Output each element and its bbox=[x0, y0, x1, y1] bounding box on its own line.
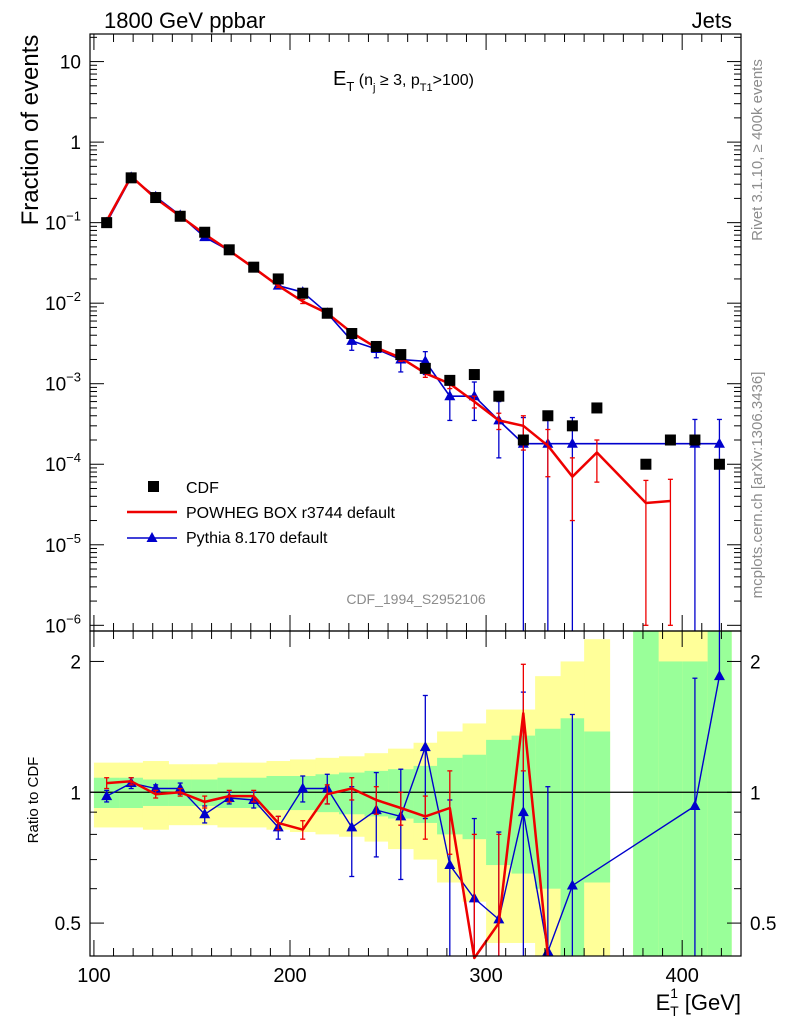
ratio-ytick-label: 0.5 bbox=[55, 914, 81, 935]
main-pythia-point bbox=[444, 390, 456, 401]
xaxis-title: E1 T [GeV] bbox=[656, 985, 741, 1019]
main-pythia-point bbox=[346, 334, 358, 345]
cdf-point bbox=[297, 287, 309, 299]
band-inner-bin bbox=[584, 731, 611, 883]
legend: CDF POWHEG BOX r3744 default Pythia 8.17… bbox=[127, 480, 396, 547]
main-pythia-point bbox=[713, 437, 725, 448]
ratio-pythia-point bbox=[713, 670, 725, 681]
ratio-ylabel: Ratio to CDF bbox=[25, 757, 42, 844]
xaxis: 100 200 300 400 bbox=[77, 34, 742, 987]
main-powheg-line bbox=[105, 175, 671, 505]
mcplots-label: mcplots.cern.ch [arXiv:1306.3436] bbox=[749, 372, 766, 599]
main-yaxis: 10 1 10−1 10−2 10−3 10−4 10−5 10−6 bbox=[45, 36, 741, 637]
main-pythia-series bbox=[101, 171, 725, 631]
ratio-powheg-line bbox=[106, 711, 550, 960]
ratio-pythia-point bbox=[150, 782, 162, 793]
main-ytick-label: 10−5 bbox=[45, 531, 81, 557]
main-ytick-label: 10−2 bbox=[45, 289, 81, 315]
ratio-ytick-label-right: 0.5 bbox=[750, 914, 776, 935]
ratio-pythia-point bbox=[566, 879, 578, 890]
ratio-powheg-series bbox=[104, 663, 550, 960]
cdf-point bbox=[101, 217, 113, 229]
ratio-ytick-label: 1 bbox=[70, 783, 81, 804]
main-plot-title: ET (nj ≥ 3, pT1>100) bbox=[333, 68, 474, 94]
analysis-id-label: CDF_1994_S2952106 bbox=[346, 591, 486, 607]
legend-cdf-label: CDF bbox=[186, 480, 219, 497]
rivet-version-label: Rivet 3.1.10, ≥ 400k events bbox=[749, 59, 766, 241]
main-ytick-label: 10−4 bbox=[45, 450, 81, 476]
ratio-plot-frame bbox=[89, 630, 742, 957]
cdf-point bbox=[640, 458, 652, 470]
ratio-pythia-point bbox=[517, 806, 529, 817]
ratio-pythia-point bbox=[199, 808, 211, 819]
ratio-pythia-point bbox=[101, 790, 113, 801]
main-pythia-line bbox=[105, 176, 720, 445]
ratio-pythia-point bbox=[346, 821, 358, 832]
band-inner-bin bbox=[266, 775, 291, 811]
cdf-point bbox=[223, 244, 235, 256]
xtick-label: 400 bbox=[665, 965, 698, 987]
ratio-ytick-label: 2 bbox=[70, 652, 81, 673]
ratio-pythia-point bbox=[419, 741, 431, 752]
ratio-pythia-point bbox=[297, 782, 309, 793]
cdf-point bbox=[542, 410, 554, 422]
cdf-point bbox=[346, 328, 358, 340]
cdf-point bbox=[150, 192, 162, 204]
ratio-pythia-point bbox=[689, 799, 701, 810]
band-inner-bin bbox=[633, 631, 660, 956]
cdf-point bbox=[419, 362, 431, 374]
main-powheg-series bbox=[104, 175, 673, 626]
cdf-point bbox=[689, 434, 701, 446]
main-ylabel: Fraction of events bbox=[17, 35, 44, 226]
main-cdf-series bbox=[101, 172, 725, 470]
main-ytick-label: 10 bbox=[60, 53, 81, 74]
cdf-point bbox=[272, 273, 284, 285]
xtick-label: 300 bbox=[469, 965, 502, 987]
legend-pythia-marker bbox=[146, 532, 158, 542]
main-pythia-point bbox=[419, 355, 431, 366]
energy-label: 1800 GeV ppbar bbox=[104, 8, 265, 33]
cdf-point bbox=[468, 369, 480, 381]
main-ytick-label: 10−6 bbox=[45, 611, 81, 637]
cdf-point bbox=[517, 434, 529, 446]
main-ytick-label: 10−3 bbox=[45, 370, 81, 396]
band-inner-bin bbox=[658, 661, 683, 956]
xtick-label: 100 bbox=[77, 965, 110, 987]
main-pythia-point bbox=[468, 390, 480, 401]
cdf-point bbox=[321, 307, 333, 319]
cdf-point bbox=[370, 340, 382, 352]
ratio-uncertainty-bands bbox=[93, 631, 732, 956]
main-ytick-label: 1 bbox=[70, 133, 81, 154]
cdf-point bbox=[125, 172, 137, 184]
cdf-point bbox=[174, 210, 186, 222]
ratio-ytick-label-right: 2 bbox=[750, 652, 761, 673]
xtick-label: 200 bbox=[273, 965, 306, 987]
cdf-point bbox=[493, 390, 505, 402]
cdf-point bbox=[395, 349, 407, 361]
ratio-pythia-point bbox=[444, 859, 456, 870]
cdf-point bbox=[566, 420, 578, 432]
band-inner-bin bbox=[707, 631, 732, 956]
ratio-pythia-line bbox=[106, 676, 721, 953]
cdf-point bbox=[199, 226, 211, 238]
jets-label: Jets bbox=[692, 8, 732, 33]
legend-powheg-label: POWHEG BOX r3744 default bbox=[186, 505, 396, 522]
ratio-ytick-label-right: 1 bbox=[750, 783, 761, 804]
cdf-point bbox=[444, 374, 456, 386]
ratio-yaxis: 2 2 1 1 0.5 0.5 bbox=[55, 652, 777, 935]
ratio-pythia-point bbox=[174, 782, 186, 793]
cdf-point bbox=[664, 434, 676, 446]
legend-pythia-label: Pythia 8.170 default bbox=[186, 530, 328, 547]
cdf-point bbox=[713, 458, 725, 470]
main-pythia-point bbox=[566, 437, 578, 448]
main-ytick-label: 10−1 bbox=[45, 209, 81, 235]
cdf-point bbox=[591, 402, 603, 414]
cdf-point bbox=[248, 261, 260, 273]
legend-cdf-marker bbox=[148, 481, 159, 492]
